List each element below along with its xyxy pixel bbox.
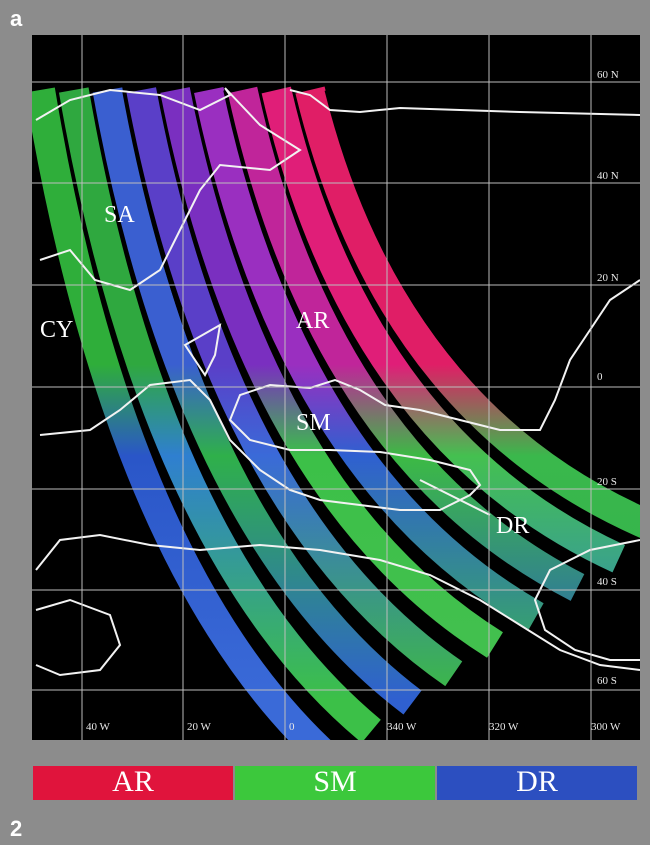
lon-label: 0: [289, 721, 295, 733]
region-label: SA: [104, 202, 135, 228]
figure: 60 N 40 N 20 N 0 20 S 40 S 60 S 40 W 20 …: [0, 0, 650, 845]
lon-label: 40 W: [86, 721, 111, 733]
legend-label: SM: [313, 765, 356, 798]
legend-label: AR: [112, 765, 154, 798]
lat-label: 40 S: [597, 576, 617, 588]
figure-number: 2: [10, 816, 22, 841]
region-label: CY: [40, 317, 73, 343]
lon-label: 340 W: [387, 721, 417, 733]
lon-label: 320 W: [489, 721, 519, 733]
lon-label: 20 W: [187, 721, 212, 733]
legend-label: DR: [516, 765, 558, 798]
lat-label: 60 S: [597, 675, 617, 687]
panel-label: a: [10, 6, 23, 31]
lon-label: 300 W: [591, 721, 621, 733]
lat-label: 20 S: [597, 476, 617, 488]
lat-label: 0: [597, 371, 603, 383]
region-label: DR: [496, 513, 529, 539]
lat-label: 60 N: [597, 69, 619, 81]
region-label: AR: [296, 308, 329, 334]
region-label: SM: [296, 410, 331, 436]
lat-label: 20 N: [597, 272, 619, 284]
lat-label: 40 N: [597, 170, 619, 182]
